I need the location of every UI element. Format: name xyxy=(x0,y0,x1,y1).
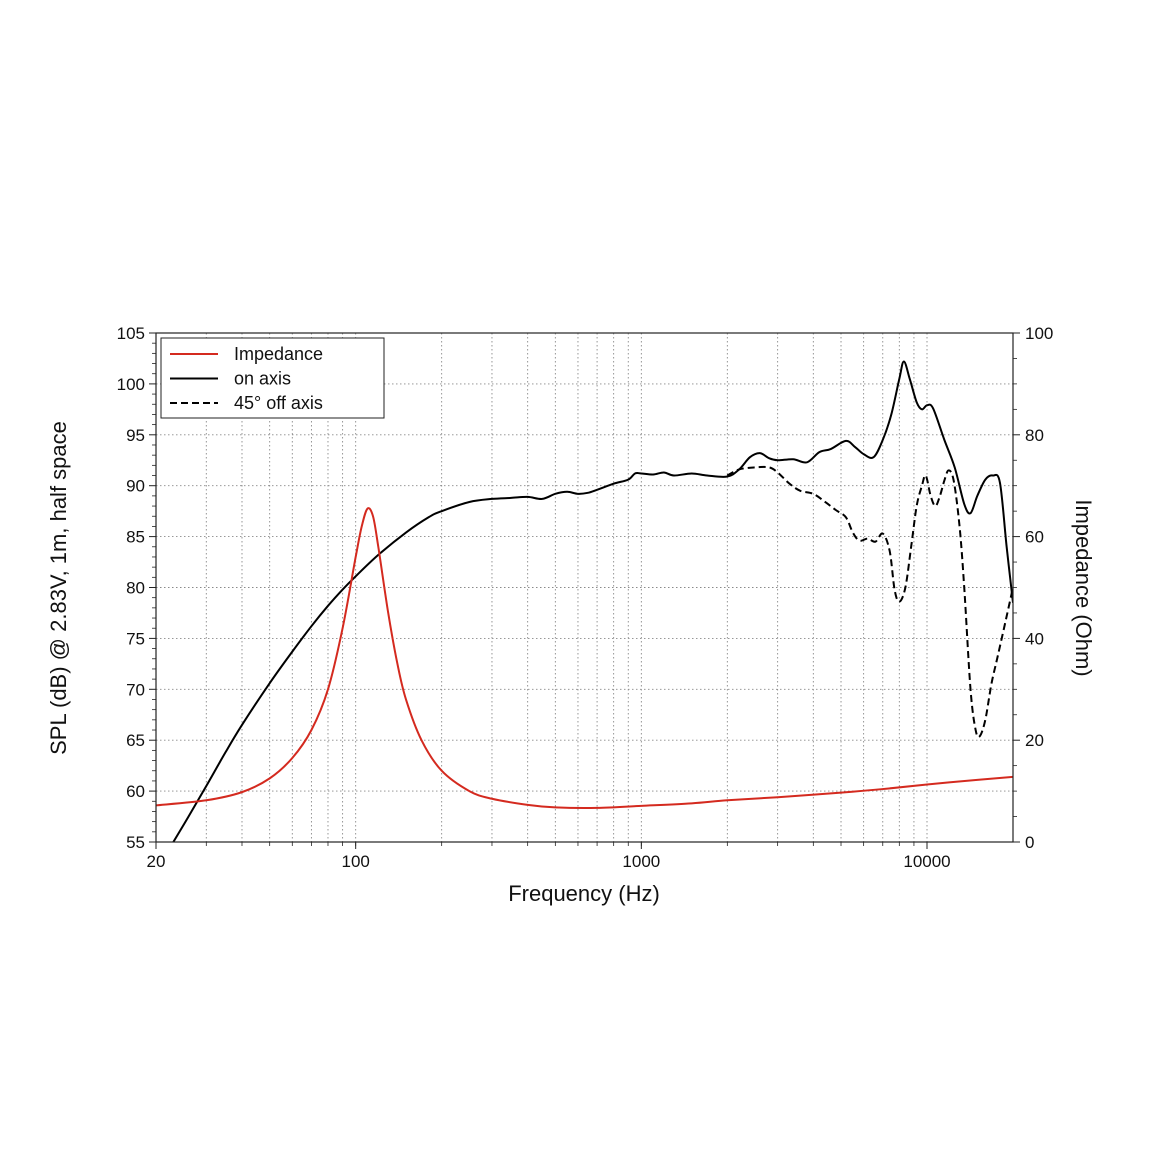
series-layer xyxy=(156,360,1013,842)
x-tick-label: 10000 xyxy=(903,852,950,871)
y-right-tick-label: 40 xyxy=(1025,629,1044,648)
y-left-tick-label: 55 xyxy=(126,833,145,852)
y-left-tick-label: 105 xyxy=(117,324,145,343)
legend-label-on-axis: on axis xyxy=(234,369,291,389)
legend-label-45-off-axis: 45° off axis xyxy=(234,393,323,413)
legend-box xyxy=(160,337,385,419)
legend-label-impedance: Impedance xyxy=(234,344,323,364)
y-left-tick-label: 60 xyxy=(126,782,145,801)
y-axis-right-title: Impedance (Ohm) xyxy=(1071,499,1096,676)
y-left-tick-label: 95 xyxy=(126,426,145,445)
x-tick-label: 100 xyxy=(341,852,369,871)
x-axis-title: Frequency (Hz) xyxy=(508,881,660,906)
y-right-tick-label: 60 xyxy=(1025,528,1044,547)
series-line-impedance xyxy=(156,507,1013,809)
series-line-on-axis xyxy=(172,360,1013,842)
y-right-tick-label: 0 xyxy=(1025,833,1034,852)
x-tick-label: 20 xyxy=(147,852,166,871)
y-left-tick-label: 65 xyxy=(126,731,145,750)
y-left-tick-label: 85 xyxy=(126,528,145,547)
y-left-tick-label: 70 xyxy=(126,680,145,699)
y-right-tick-label: 20 xyxy=(1025,731,1044,750)
y-left-tick-label: 100 xyxy=(117,375,145,394)
y-left-tick-label: 80 xyxy=(126,579,145,598)
ticks: 55 60 65 70 75 80 85 90 95 100 105 0 20 40 60 80 100 20 10… xyxy=(117,324,1054,871)
y-right-tick-label: 100 xyxy=(1025,324,1053,343)
y-axis-left-title: SPL (dB) @ 2.83V, 1m, half space xyxy=(46,421,71,755)
series-line-45-off-axis xyxy=(726,465,1013,738)
y-left-tick-label: 75 xyxy=(126,629,145,648)
grid xyxy=(156,333,1013,842)
x-tick-label: 1000 xyxy=(622,852,660,871)
legend: Impedance on axis 45° off axis xyxy=(160,337,385,419)
y-left-tick-label: 90 xyxy=(126,477,145,496)
y-right-tick-label: 80 xyxy=(1025,426,1044,445)
